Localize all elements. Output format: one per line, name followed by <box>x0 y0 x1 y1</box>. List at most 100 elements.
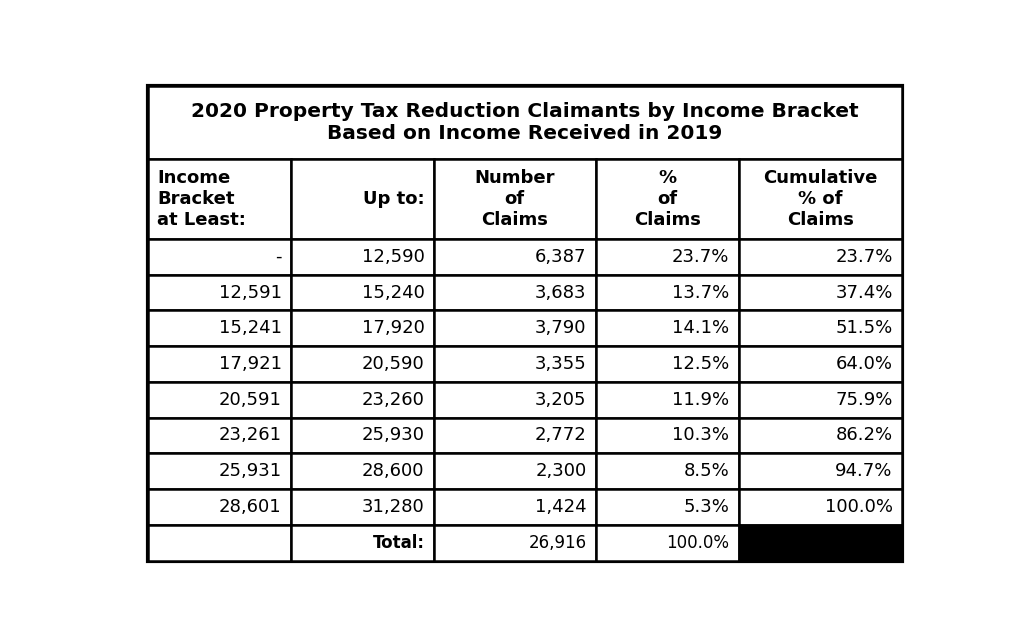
Bar <box>433 525 596 561</box>
Bar <box>596 310 738 346</box>
Text: 12.5%: 12.5% <box>672 355 729 373</box>
Bar <box>433 159 596 239</box>
Bar <box>147 159 291 239</box>
Bar <box>147 382 291 417</box>
Text: 23,260: 23,260 <box>361 390 425 409</box>
Text: 100.0%: 100.0% <box>667 534 729 552</box>
Bar <box>147 453 291 489</box>
Text: 3,205: 3,205 <box>536 390 587 409</box>
Bar <box>147 275 291 310</box>
Text: 28,600: 28,600 <box>362 462 425 480</box>
Bar <box>738 453 902 489</box>
Bar <box>147 346 291 382</box>
Bar <box>738 525 902 561</box>
Bar <box>433 346 596 382</box>
Bar <box>291 525 433 561</box>
Text: 23.7%: 23.7% <box>836 248 893 266</box>
Text: 25,931: 25,931 <box>218 462 282 480</box>
Bar <box>738 417 902 453</box>
Bar <box>291 159 433 239</box>
Text: 64.0%: 64.0% <box>836 355 893 373</box>
Text: 6,387: 6,387 <box>536 248 587 266</box>
Text: Up to:: Up to: <box>362 190 425 208</box>
Bar <box>596 525 738 561</box>
Text: 86.2%: 86.2% <box>836 426 893 444</box>
Text: 94.7%: 94.7% <box>836 462 893 480</box>
Bar <box>433 489 596 525</box>
Text: 37.4%: 37.4% <box>836 284 893 301</box>
Text: 5.3%: 5.3% <box>684 498 729 516</box>
Bar <box>433 453 596 489</box>
Text: 75.9%: 75.9% <box>836 390 893 409</box>
Text: 3,355: 3,355 <box>535 355 587 373</box>
Text: -: - <box>275 248 282 266</box>
Bar <box>596 275 738 310</box>
Bar <box>433 310 596 346</box>
Bar <box>433 382 596 417</box>
Text: 17,920: 17,920 <box>361 319 425 337</box>
Bar <box>291 239 433 275</box>
Bar <box>291 453 433 489</box>
Text: 31,280: 31,280 <box>361 498 425 516</box>
Bar <box>596 453 738 489</box>
Text: 20,591: 20,591 <box>219 390 282 409</box>
Bar <box>291 489 433 525</box>
Bar <box>433 417 596 453</box>
Text: 2020 Property Tax Reduction Claimants by Income Bracket
Based on Income Received: 2020 Property Tax Reduction Claimants by… <box>191 102 858 143</box>
Bar <box>291 382 433 417</box>
Bar <box>596 382 738 417</box>
Bar <box>147 525 291 561</box>
Text: 3,683: 3,683 <box>536 284 587 301</box>
Text: 28,601: 28,601 <box>219 498 282 516</box>
Text: 25,930: 25,930 <box>361 426 425 444</box>
Bar <box>596 417 738 453</box>
Bar <box>147 239 291 275</box>
Text: 14.1%: 14.1% <box>673 319 729 337</box>
Text: 51.5%: 51.5% <box>836 319 893 337</box>
Bar <box>147 489 291 525</box>
Text: 23.7%: 23.7% <box>672 248 729 266</box>
Text: 12,590: 12,590 <box>361 248 425 266</box>
Text: 26,916: 26,916 <box>528 534 587 552</box>
Bar <box>291 310 433 346</box>
Text: 11.9%: 11.9% <box>673 390 729 409</box>
Text: Income
Bracket
at Least:: Income Bracket at Least: <box>157 170 246 229</box>
Bar <box>147 310 291 346</box>
Text: 3,790: 3,790 <box>536 319 587 337</box>
Bar <box>738 159 902 239</box>
Bar <box>738 310 902 346</box>
Text: 8.5%: 8.5% <box>684 462 729 480</box>
Text: 1,424: 1,424 <box>535 498 587 516</box>
Text: 2,772: 2,772 <box>535 426 587 444</box>
Bar <box>433 239 596 275</box>
Bar <box>738 346 902 382</box>
Text: 23,261: 23,261 <box>219 426 282 444</box>
Text: 10.3%: 10.3% <box>673 426 729 444</box>
Bar <box>738 239 902 275</box>
Bar <box>738 275 902 310</box>
Bar <box>433 275 596 310</box>
Bar <box>596 159 738 239</box>
Text: Cumulative
% of
Claims: Cumulative % of Claims <box>763 170 878 229</box>
Text: 20,590: 20,590 <box>361 355 425 373</box>
Bar <box>738 489 902 525</box>
Bar <box>291 417 433 453</box>
Bar <box>738 382 902 417</box>
Bar <box>147 417 291 453</box>
Text: 13.7%: 13.7% <box>672 284 729 301</box>
Text: 12,591: 12,591 <box>219 284 282 301</box>
Text: %
of
Claims: % of Claims <box>634 170 700 229</box>
Text: Number
of
Claims: Number of Claims <box>474 170 555 229</box>
Bar <box>596 346 738 382</box>
Bar <box>147 86 902 159</box>
Text: 15,240: 15,240 <box>361 284 425 301</box>
Text: 2,300: 2,300 <box>536 462 587 480</box>
Bar <box>596 489 738 525</box>
Text: Total:: Total: <box>373 534 425 552</box>
Bar <box>291 346 433 382</box>
Text: 17,921: 17,921 <box>219 355 282 373</box>
Bar <box>596 239 738 275</box>
Text: 100.0%: 100.0% <box>824 498 893 516</box>
Bar <box>291 275 433 310</box>
Text: 15,241: 15,241 <box>219 319 282 337</box>
